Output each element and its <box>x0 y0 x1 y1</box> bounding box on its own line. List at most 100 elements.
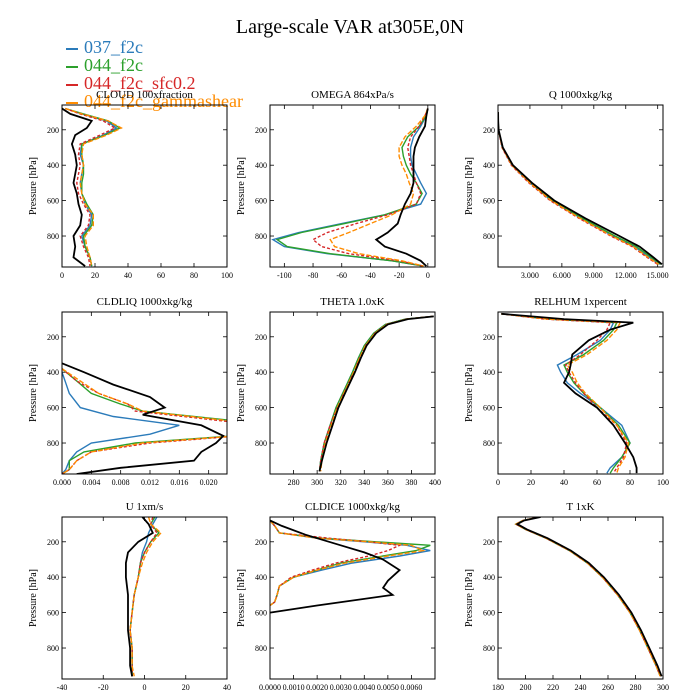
series-line <box>498 112 660 265</box>
series-line <box>65 107 118 267</box>
y-tick-label: 200 <box>255 538 267 547</box>
x-tick-label: 9.000 <box>585 271 603 280</box>
x-tick-label: 0.016 <box>170 478 188 487</box>
series-line <box>515 517 663 677</box>
x-tick-label: 20 <box>91 271 99 280</box>
x-tick-label: 0.008 <box>112 478 130 487</box>
x-tick-label: 20 <box>182 683 190 692</box>
y-tick-label: 600 <box>255 609 267 618</box>
y-tick-label: 800 <box>483 644 495 653</box>
x-tick-label: 220 <box>547 683 559 692</box>
legend-label: 037_f2c <box>84 37 143 57</box>
y-tick-label: 600 <box>47 404 59 413</box>
y-tick-label: 200 <box>47 538 59 547</box>
x-tick-label: -20 <box>394 271 405 280</box>
y-tick-label: 800 <box>47 232 59 241</box>
x-tick-label: 260 <box>602 683 614 692</box>
x-tick-label: 0.0050 <box>377 683 399 692</box>
x-tick-label: 40 <box>560 478 568 487</box>
x-tick-label: 80 <box>626 478 634 487</box>
y-axis-label: Pressure [hPa] <box>236 364 247 422</box>
y-tick-label: 200 <box>47 126 59 135</box>
x-tick-label: -100 <box>277 271 292 280</box>
panel-title: T 1xK <box>566 501 594 513</box>
series-line <box>514 517 661 677</box>
series-line <box>318 315 433 472</box>
x-tick-label: 100 <box>221 271 233 280</box>
y-tick-label: 600 <box>255 197 267 206</box>
y-tick-label: 600 <box>47 609 59 618</box>
y-axis-label: Pressure [hPa] <box>236 157 247 215</box>
y-tick-label: 200 <box>47 333 59 342</box>
x-tick-label: 0.0020 <box>306 683 328 692</box>
y-tick-label: 400 <box>47 368 59 377</box>
series-line <box>498 112 661 265</box>
series-line <box>501 313 631 474</box>
y-axis-label: Pressure [hPa] <box>28 364 39 422</box>
x-tick-label: 100 <box>657 478 669 487</box>
x-tick-label: 0.0010 <box>283 683 305 692</box>
series-line <box>320 315 433 472</box>
x-tick-label: 200 <box>520 683 532 692</box>
y-tick-label: 600 <box>47 197 59 206</box>
panel-title: RELHUM 1xpercent <box>534 296 627 308</box>
x-tick-label: 60 <box>157 271 165 280</box>
x-tick-label: 280 <box>630 683 642 692</box>
x-tick-label: -20 <box>98 683 109 692</box>
x-tick-label: 380 <box>405 478 417 487</box>
series-line <box>62 362 225 474</box>
y-tick-label: 800 <box>255 439 267 448</box>
panel-title: CLDLIQ 1000xkg/kg <box>97 296 193 308</box>
legend-swatch <box>66 101 78 104</box>
x-tick-label: 40 <box>223 683 231 692</box>
series-line <box>514 517 661 677</box>
legend-swatch <box>66 65 78 68</box>
y-tick-label: 600 <box>255 404 267 413</box>
y-axis-label: Pressure [hPa] <box>464 569 475 627</box>
x-tick-label: 320 <box>335 478 347 487</box>
x-tick-label: 0 <box>426 271 430 280</box>
y-axis-label: Pressure [hPa] <box>28 157 39 215</box>
series-line <box>65 107 122 267</box>
series-line <box>374 108 429 267</box>
series-line <box>270 519 402 614</box>
x-tick-label: 12.000 <box>615 271 637 280</box>
x-tick-label: 0.000 <box>53 478 71 487</box>
series-line <box>501 313 628 474</box>
y-tick-label: 200 <box>255 126 267 135</box>
plot-frame <box>61 516 228 680</box>
series-line <box>329 108 429 267</box>
y-tick-label: 400 <box>255 368 267 377</box>
x-tick-label: 300 <box>657 683 669 692</box>
panel-title: THETA 1.0xK <box>320 296 385 308</box>
legend-item: 037_f2c <box>66 38 243 56</box>
x-tick-label: -60 <box>336 271 347 280</box>
y-tick-label: 200 <box>483 538 495 547</box>
x-tick-label: 0.012 <box>141 478 159 487</box>
x-tick-label: 360 <box>382 478 394 487</box>
x-tick-label: 240 <box>575 683 587 692</box>
x-tick-label: 20 <box>527 478 535 487</box>
series-line <box>275 108 429 267</box>
legend-swatch <box>66 47 78 50</box>
x-tick-label: 0.020 <box>200 478 218 487</box>
y-axis-label: Pressure [hPa] <box>28 569 39 627</box>
y-tick-label: 800 <box>47 439 59 448</box>
y-tick-label: 400 <box>483 573 495 582</box>
panel-title: OMEGA 864xPa/s <box>311 89 394 101</box>
x-tick-label: 0.0000 <box>259 683 281 692</box>
series-line <box>501 312 638 474</box>
series-line <box>501 313 631 474</box>
x-tick-label: 3.000 <box>521 271 539 280</box>
x-tick-label: -80 <box>308 271 319 280</box>
panel-title: Q 1000xkg/kg <box>549 89 613 101</box>
series-line <box>514 517 661 677</box>
figure-title: Large-scale VAR at305E,0N <box>235 16 465 38</box>
x-tick-label: 80 <box>190 271 198 280</box>
y-tick-label: 800 <box>47 644 59 653</box>
series-line <box>65 107 117 267</box>
series-line <box>129 517 163 677</box>
y-tick-label: 200 <box>255 333 267 342</box>
series-line <box>65 107 123 267</box>
